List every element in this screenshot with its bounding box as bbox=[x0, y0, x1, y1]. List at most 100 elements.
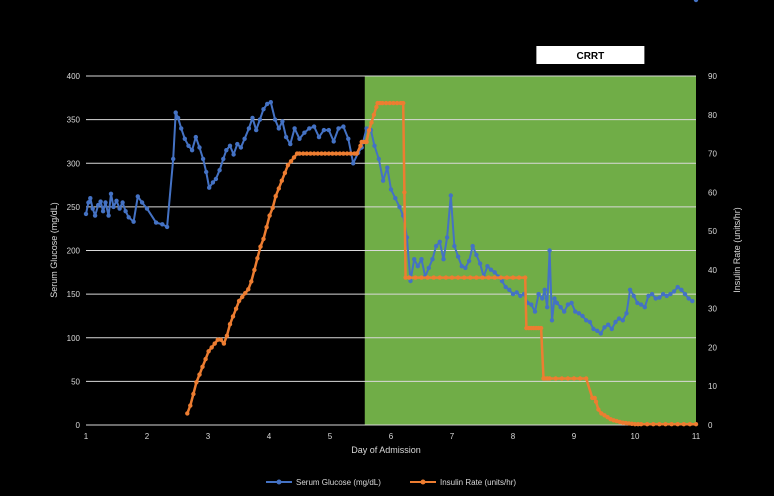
right-axis-title: Insulin Rate (units/hr) bbox=[732, 207, 742, 293]
insulin-point bbox=[366, 128, 372, 133]
glucose-point bbox=[292, 126, 297, 131]
glucose-point bbox=[463, 265, 468, 271]
glucose-point bbox=[488, 267, 494, 272]
glucose-point bbox=[576, 311, 582, 316]
glucose-point bbox=[562, 309, 567, 314]
glucose-point bbox=[638, 302, 644, 307]
right-axis-ticks: 0 10 20 30 40 50 60 70 80 90 bbox=[708, 72, 717, 430]
glucose-point bbox=[321, 127, 327, 133]
glucose-point bbox=[189, 148, 195, 153]
glucose-point bbox=[388, 187, 394, 192]
insulin-point bbox=[258, 244, 263, 249]
glucose-point bbox=[302, 130, 307, 135]
glucose-point bbox=[492, 270, 497, 275]
insulin-point bbox=[311, 151, 317, 156]
glucose-point bbox=[111, 204, 116, 210]
glucose-point bbox=[246, 126, 252, 131]
insulin-point bbox=[279, 178, 284, 183]
insulin-point bbox=[185, 411, 190, 416]
x-tick-label: 2 bbox=[145, 432, 150, 441]
glucose-point bbox=[90, 206, 95, 211]
glucose-point bbox=[103, 200, 108, 205]
glucose-point bbox=[86, 200, 91, 205]
right-tick-label: 20 bbox=[708, 343, 717, 352]
right-tick-label: 80 bbox=[708, 111, 717, 120]
insulin-point bbox=[425, 275, 430, 280]
glucose-point bbox=[532, 309, 538, 314]
x-tick-label: 11 bbox=[692, 432, 701, 441]
glucose-point bbox=[106, 213, 111, 218]
glucose-point bbox=[430, 257, 435, 262]
glucose-point bbox=[173, 110, 178, 115]
glucose-point bbox=[316, 134, 322, 140]
insulin-point bbox=[474, 275, 479, 280]
x-tick-label: 6 bbox=[389, 432, 394, 441]
insulin-point bbox=[651, 422, 656, 427]
insulin-point bbox=[403, 275, 408, 280]
legend-glucose-marker bbox=[276, 479, 282, 485]
glucose-point bbox=[474, 252, 479, 258]
insulin-point bbox=[510, 275, 516, 280]
insulin-point bbox=[371, 112, 377, 118]
glucose-point bbox=[591, 326, 596, 332]
glucose-point bbox=[477, 261, 483, 266]
insulin-point bbox=[227, 322, 233, 327]
glucose-point bbox=[186, 143, 191, 148]
glucose-point bbox=[227, 143, 233, 148]
insulin-point bbox=[538, 325, 544, 331]
glucose-point bbox=[587, 319, 593, 325]
x-axis-ticks: 1 2 3 4 5 6 7 8 9 10 11 bbox=[84, 432, 701, 441]
glucose-point bbox=[126, 215, 131, 220]
insulin-point bbox=[344, 151, 350, 156]
legend: Serum Glucose (mg/dL) Insulin Rate (unit… bbox=[266, 478, 516, 487]
left-tick-label: 200 bbox=[67, 247, 81, 256]
insulin-point bbox=[243, 291, 248, 296]
insulin-point bbox=[577, 376, 583, 381]
left-tick-label: 250 bbox=[67, 203, 81, 212]
insulin-point bbox=[206, 349, 211, 354]
glucose-point bbox=[175, 115, 181, 121]
insulin-point bbox=[462, 275, 467, 280]
glucose-point bbox=[441, 257, 446, 262]
glucose-point bbox=[459, 264, 464, 269]
insulin-point bbox=[341, 151, 346, 156]
glucose-point bbox=[657, 295, 662, 300]
glucose-point bbox=[197, 145, 202, 150]
insulin-point bbox=[449, 275, 455, 280]
glucose-point bbox=[584, 318, 589, 323]
left-axis-title: Serum Glucose (mg/dL) bbox=[49, 202, 59, 298]
insulin-point bbox=[419, 275, 424, 280]
insulin-point bbox=[593, 399, 599, 404]
glucose-point bbox=[385, 165, 390, 170]
glucose-point bbox=[552, 296, 557, 301]
glucose-point bbox=[426, 265, 431, 271]
insulin-point bbox=[431, 275, 436, 280]
insulin-point bbox=[547, 376, 552, 381]
insulin-point bbox=[681, 422, 686, 427]
glucose-point bbox=[393, 196, 398, 201]
insulin-point bbox=[224, 333, 230, 338]
glucose-point bbox=[242, 136, 247, 141]
glucose-point bbox=[452, 243, 457, 249]
insulin-point bbox=[553, 376, 558, 381]
right-tick-label: 10 bbox=[708, 382, 717, 391]
insulin-point bbox=[468, 275, 473, 280]
glucose-point bbox=[336, 126, 341, 131]
insulin-point bbox=[188, 403, 193, 408]
glucose-point bbox=[547, 248, 552, 253]
glucose-point bbox=[272, 117, 278, 122]
glucose-point bbox=[153, 220, 159, 225]
glucose-point bbox=[254, 127, 259, 133]
glucose-point bbox=[341, 124, 346, 129]
insulin-point bbox=[221, 341, 227, 346]
insulin-point bbox=[443, 275, 449, 280]
x-tick-label: 8 bbox=[511, 432, 516, 441]
x-tick-label: 9 bbox=[572, 432, 577, 441]
glucose-point bbox=[210, 180, 216, 185]
insulin-point bbox=[413, 275, 418, 280]
insulin-point bbox=[261, 236, 266, 242]
data-series bbox=[83, 0, 699, 427]
gridlines bbox=[86, 75, 696, 382]
insulin-point bbox=[285, 163, 291, 168]
insulin-point bbox=[337, 151, 342, 156]
